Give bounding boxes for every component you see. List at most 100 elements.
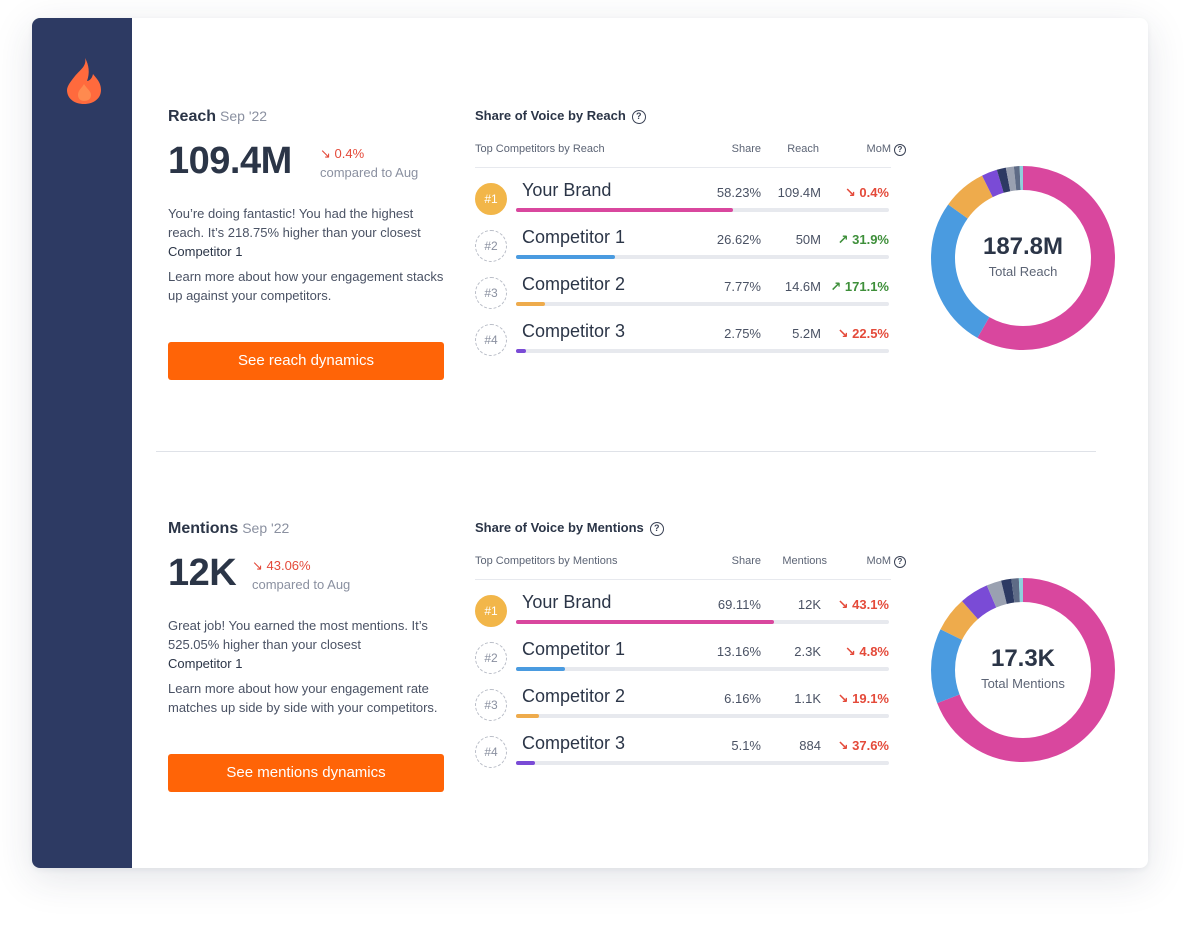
reach-delta: ↘ 0.4%	[320, 146, 365, 161]
reach-period: Sep '22	[220, 108, 268, 124]
help-icon[interactable]: ?	[894, 144, 906, 156]
donut-segment[interactable]	[931, 578, 1115, 762]
mom-change: ↘ 22.5%	[837, 326, 889, 341]
competitor-row[interactable]: #3 Competitor 2 6.16% 1.1K ↘ 19.1%	[475, 686, 891, 732]
rank-badge: #4	[475, 736, 507, 768]
reach-learn-more: Learn more about how your engagement sta…	[168, 269, 444, 303]
mentions-delta: ↘ 43.06%	[252, 558, 311, 573]
see-reach-dynamics-button[interactable]: See reach dynamics	[168, 342, 444, 380]
metric-value: 2.3K	[794, 644, 821, 659]
help-icon[interactable]: ?	[894, 556, 906, 568]
competitor-row[interactable]: #1 Your Brand 58.23% 109.4M ↘ 0.4%	[475, 180, 891, 226]
reach-section: Reach Sep '22 109.4M ↘ 0.4% compared to A…	[32, 18, 1148, 418]
mentions-donut-center: 17.3K Total Mentions	[928, 575, 1118, 765]
mom-change: ↗ 31.9%	[837, 232, 889, 247]
mentions-col-share: Share	[731, 555, 761, 567]
mentions-col-name: Top Competitors by Mentions	[475, 555, 618, 567]
share-bar-track	[516, 255, 889, 259]
reach-col-mom: MoM?	[866, 143, 906, 156]
competitor-name: Competitor 1	[522, 227, 626, 247]
reach-sov-title-text: Share of Voice by Reach	[475, 108, 626, 123]
share-value: 7.77%	[724, 279, 761, 294]
competitor-name: Your Brand	[522, 592, 612, 612]
reach-col-metric: Reach	[787, 143, 819, 155]
reach-description: You’re doing fantastic! You had the high…	[168, 204, 448, 261]
sidebar	[32, 18, 132, 868]
mentions-description: Great job! You earned the most mentions.…	[168, 616, 448, 673]
share-bar-fill	[516, 255, 616, 259]
rank-badge: #4	[475, 324, 507, 356]
reach-compare: compared to Aug	[320, 165, 419, 180]
competitor-row[interactable]: #1 Your Brand 69.11% 12K ↘ 43.1%	[475, 592, 891, 638]
rank-badge: #3	[475, 277, 507, 309]
mom-change: ↘ 43.1%	[837, 597, 889, 612]
donut-segment[interactable]	[931, 166, 1115, 350]
help-icon[interactable]: ?	[631, 110, 646, 124]
rank-badge: #1	[475, 183, 507, 215]
competitor-row[interactable]: #4 Competitor 3 2.75% 5.2M ↘ 22.5%	[475, 321, 891, 367]
share-bar-track	[516, 349, 889, 353]
flame-icon[interactable]	[65, 56, 103, 106]
mom-change: ↗ 171.1%	[830, 279, 889, 294]
competitor-row[interactable]: #2 Competitor 1 26.62% 50M ↗ 31.9%	[475, 227, 891, 273]
competitor-row[interactable]: #4 Competitor 3 5.1% 884 ↘ 37.6%	[475, 733, 891, 779]
mentions-donut-label: Total Mentions	[981, 676, 1065, 691]
share-value: 69.11%	[717, 597, 761, 612]
metric-value: 50M	[795, 232, 821, 247]
mentions-col-mom-label: MoM	[866, 555, 891, 567]
metric-value: 884	[799, 738, 821, 753]
metric-value: 109.4M	[777, 185, 821, 200]
competitor-name: Your Brand	[522, 180, 612, 200]
competitor-name: Competitor 2	[522, 274, 626, 294]
competitor-name: Competitor 3	[522, 733, 626, 753]
rank-badge: #2	[475, 230, 507, 262]
mentions-heading: Mentions Sep '22	[168, 520, 289, 538]
reach-col-mom-label: MoM	[866, 143, 891, 155]
mom-change: ↘ 19.1%	[837, 691, 889, 706]
reach-desc-text: You’re doing fantastic! You had the high…	[168, 206, 421, 240]
share-bar-track	[516, 761, 889, 765]
rank-badge: #3	[475, 689, 507, 721]
share-value: 5.1%	[731, 738, 761, 753]
reach-donut-value: 187.8M	[982, 233, 1064, 260]
share-value: 26.62%	[716, 232, 761, 247]
share-value: 2.75%	[724, 326, 761, 341]
competitor-name: Competitor 3	[522, 321, 626, 341]
share-bar-fill	[516, 761, 536, 765]
help-icon[interactable]: ?	[649, 522, 664, 536]
metric-value: 5.2M	[792, 326, 821, 341]
reach-table-header: Top Competitors by Reach Share Reach MoM…	[475, 142, 906, 168]
reach-donut-svg	[931, 166, 1115, 350]
reach-desc-competitor: Competitor 1	[168, 244, 243, 259]
competitor-name: Competitor 1	[522, 639, 626, 659]
share-bar-fill	[516, 620, 774, 624]
reach-heading: Reach Sep '22	[168, 108, 267, 126]
reach-sov-title: Share of Voice by Reach?	[475, 108, 646, 124]
share-bar-fill	[516, 714, 539, 718]
reach-value: 109.4M	[168, 140, 292, 182]
donut-segment[interactable]	[931, 578, 1115, 762]
see-mentions-dynamics-button[interactable]: See mentions dynamics	[168, 754, 444, 792]
share-bar-track	[516, 208, 889, 212]
share-bar-fill	[516, 208, 734, 212]
competitor-row[interactable]: #2 Competitor 1 13.16% 2.3K ↘ 4.8%	[475, 639, 891, 685]
mentions-period: Sep '22	[242, 520, 290, 536]
mom-change: ↘ 4.8%	[844, 644, 889, 659]
reach-col-share: Share	[731, 143, 761, 155]
reach-donut-label: Total Reach	[988, 264, 1058, 279]
share-value: 13.16%	[716, 644, 761, 659]
share-bar-track	[516, 620, 889, 624]
dashboard-card: Reach Sep '22 109.4M ↘ 0.4% compared to A…	[32, 18, 1148, 868]
mom-change: ↘ 0.4%	[844, 185, 889, 200]
reach-donut-chart: 187.8M Total Reach	[928, 163, 1118, 353]
mentions-table-header: Top Competitors by Mentions Share Mentio…	[475, 554, 906, 580]
donut-segment[interactable]	[931, 166, 1115, 350]
mentions-learn-more: Learn more about how your engagement rat…	[168, 681, 438, 715]
metric-value: 12K	[797, 597, 821, 612]
competitor-row[interactable]: #3 Competitor 2 7.77% 14.6M ↗ 171.1%	[475, 274, 891, 320]
mentions-title: Mentions	[168, 520, 239, 537]
share-bar-track	[516, 667, 889, 671]
share-value: 58.23%	[716, 185, 761, 200]
share-bar-fill	[516, 667, 566, 671]
share-bar-fill	[516, 349, 527, 353]
